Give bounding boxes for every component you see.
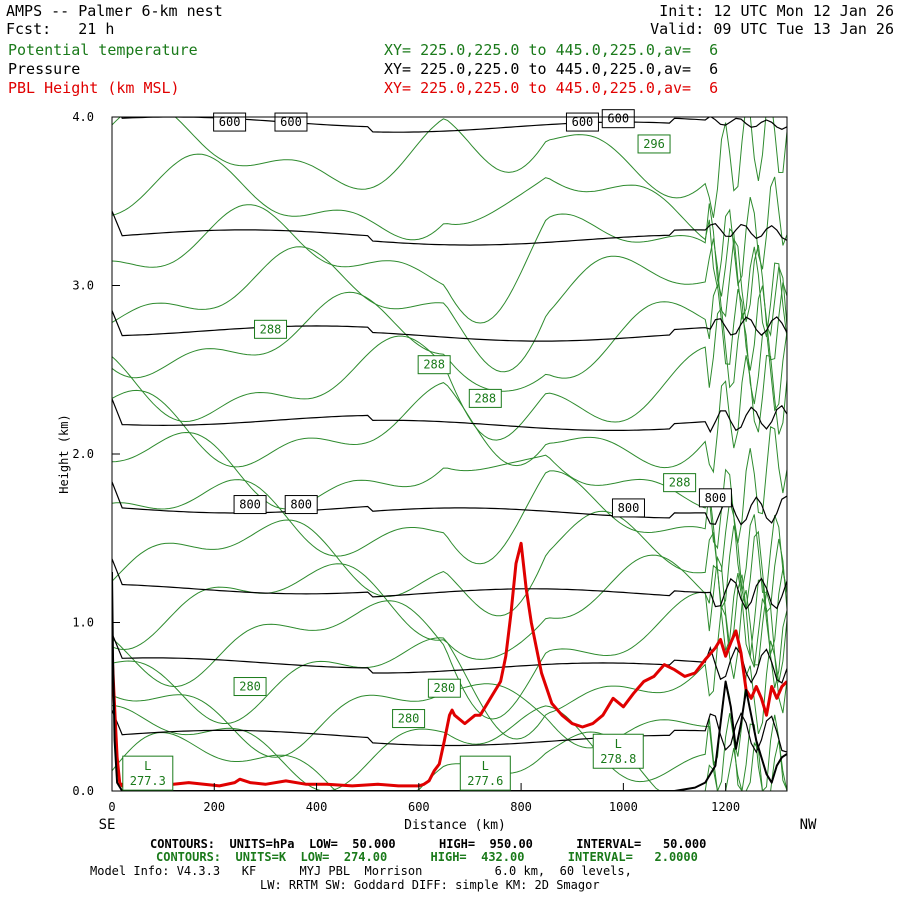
legend-pbl-name: PBL Height (km MSL): [8, 79, 180, 97]
theta-contour-label: 288: [669, 476, 691, 490]
theta-contour-line: [112, 282, 787, 392]
theta-contour-label: 280: [434, 681, 456, 695]
pbl-height-line: [112, 541, 787, 788]
theta-contour-label-box: [417, 355, 451, 375]
x-end-label-left: SE: [99, 817, 116, 833]
legend-theta-xy: XY= 225.0,225.0 to 445.0,225.0,av= 6: [384, 41, 719, 59]
pressure-contour-label: 800: [239, 498, 261, 512]
theta-contour-label-box: [663, 473, 697, 493]
contour-labels: 600 600 600 600 800 800 800 800 296 288 288 288 288 2…: [122, 109, 732, 791]
init-time: Init: 12 UTC Mon 12 Jan 26: [659, 2, 894, 20]
valid-time: Valid: 09 UTC Tue 13 Jan 26: [650, 20, 894, 38]
legend-pressure-name: Pressure: [8, 60, 81, 78]
model-info-2: LW: RRTM SW: Goddard DIFF: simple KM: 2D…: [260, 878, 600, 892]
theta-contour-label-box: [427, 678, 461, 698]
theta-contour-label-box: [637, 134, 671, 154]
chart-title: AMPS -- Palmer 6-km nest: [6, 2, 223, 20]
pressure-contour-label: 600: [607, 112, 629, 126]
terrain-line: [112, 571, 787, 791]
theta-minimum-letter: L: [482, 759, 489, 773]
x-axis-label: Distance (km): [404, 818, 506, 833]
pressure-contour-label-box: [213, 112, 247, 132]
theta-contour-line: [112, 555, 787, 720]
pressure-contour-label-box: [274, 112, 308, 132]
theta-contour-label-box: [254, 319, 288, 339]
theta-contour-label-box: [233, 677, 267, 697]
pressure-contour-label-box: [565, 112, 599, 132]
theta-minimum-value: 277.6: [467, 774, 503, 788]
pressure-contour-label: 600: [280, 115, 302, 129]
pressure-contour-label: 600: [219, 115, 241, 129]
x-tick-label: 400: [306, 800, 328, 814]
theta-minimum-box: [122, 755, 174, 791]
legend-theta-name: Potential temperature: [8, 41, 198, 59]
pressure-contour-label-box: [284, 495, 318, 515]
theta-minimum-letter: L: [615, 737, 622, 751]
legend-pbl-xy: XY= 225.0,225.0 to 445.0,225.0,av= 6: [384, 79, 719, 97]
theta-minimum-value: 277.3: [130, 774, 166, 788]
theta-contour-line: [112, 306, 787, 441]
y-tick-label: 3.0: [72, 279, 94, 293]
y-axis-label: Height (km): [57, 414, 71, 493]
theta-contour-label: 280: [239, 680, 261, 694]
theta-contour-label-box: [392, 709, 426, 729]
series-lines: [112, 541, 787, 791]
theta-contour-label: 296: [643, 137, 665, 151]
theta-contour-line: [112, 589, 787, 740]
pressure-contours: [112, 117, 787, 754]
pressure-contour-label-box: [611, 498, 645, 518]
y-tick-label: 0.0: [72, 784, 94, 798]
y-tick-label: 1.0: [72, 616, 94, 630]
theta-contour-label: 288: [474, 391, 496, 405]
x-tick-label: 1000: [609, 800, 638, 814]
theta-contour-line: [112, 470, 787, 593]
theta-contour-label-box: [468, 388, 502, 408]
theta-minimum-value: 278.8: [600, 752, 636, 766]
theta-contour-label: 280: [398, 712, 420, 726]
x-end-label-right: NW: [800, 817, 817, 833]
y-tick-label: 4.0: [72, 110, 94, 124]
x-tick-label: 600: [408, 800, 430, 814]
contours-pressure-info: CONTOURS: UNITS=hPa LOW= 50.000 HIGH= 95…: [150, 837, 707, 851]
pressure-contour-label: 800: [705, 491, 727, 505]
theta-contour-line: [112, 705, 787, 791]
legend-pressure-xy: XY= 225.0,225.0 to 445.0,225.0,av= 6: [384, 60, 719, 78]
pressure-contour-label: 800: [290, 498, 312, 512]
pressure-contour-label-box: [233, 495, 267, 515]
pressure-contour-line: [112, 633, 787, 684]
theta-contour-line: [112, 731, 787, 791]
axes: 0.0 1.0 2.0 3.0 4.0 0 200 400 600 800 1000 1200 Dist…: [57, 110, 817, 833]
theta-contour-line: [112, 237, 787, 373]
theta-contour-line: [112, 117, 787, 218]
theta-minimum-box: [592, 733, 644, 769]
theta-contour-label: 288: [260, 322, 282, 336]
theta-contour-line: [112, 153, 787, 289]
x-tick-label: 200: [203, 800, 225, 814]
pressure-contour-line: [112, 310, 787, 342]
pressure-contour-label: 800: [618, 501, 640, 515]
pressure-contour-line: [112, 558, 787, 611]
theta-contour-line: [112, 510, 787, 617]
pressure-contour-label-box: [698, 488, 732, 508]
theta-contour-label: 288: [423, 358, 445, 372]
model-info-1: Model Info: V4.3.3 KF MYJ PBL Morrison 6…: [90, 864, 632, 878]
y-tick-label: 2.0: [72, 447, 94, 461]
pressure-contour-line: [112, 210, 787, 246]
theta-contour-line: [112, 554, 787, 660]
contours-theta-info: CONTOURS: UNITS=K LOW= 274.00 HIGH= 432.…: [156, 850, 698, 864]
x-tick-label: 0: [108, 800, 115, 814]
theta-contour-line: [112, 203, 787, 338]
theta-minimum-box: [459, 755, 511, 791]
theta-minimum-letter: L: [144, 759, 151, 773]
x-tick-label: 1200: [711, 800, 740, 814]
forecast-hour: Fcst: 21 h: [6, 20, 115, 38]
pressure-contour-label-box: [601, 109, 635, 129]
pressure-contour-label: 600: [572, 115, 594, 129]
pressure-contour-line: [112, 709, 787, 754]
theta-contour-line: [112, 354, 787, 474]
x-tick-label: 800: [510, 800, 532, 814]
pressure-contour-line: [112, 398, 787, 434]
pressure-contour-line: [112, 481, 787, 526]
